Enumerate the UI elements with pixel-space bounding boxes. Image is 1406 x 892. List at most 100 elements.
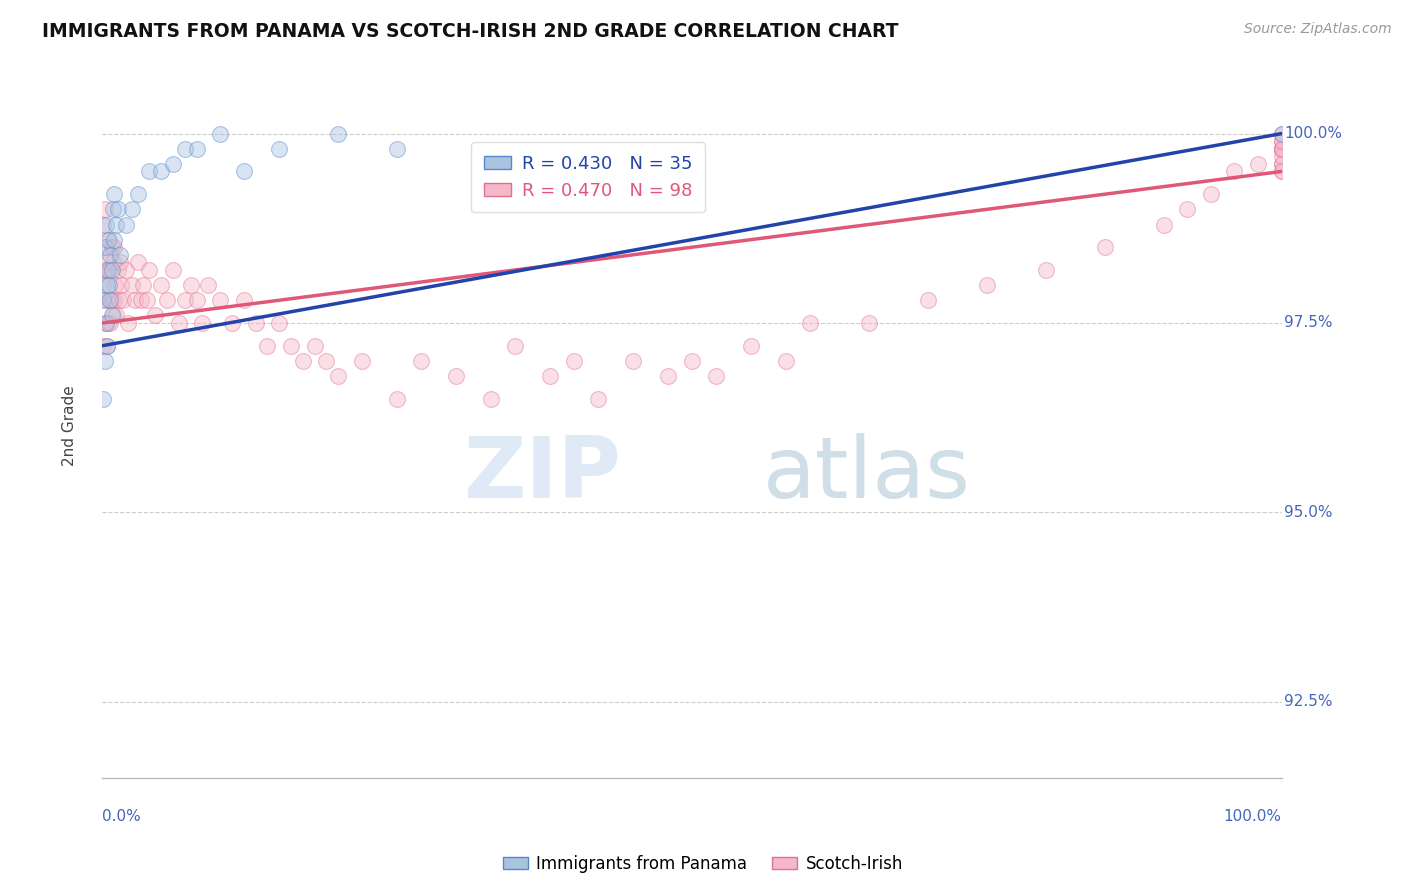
Point: [326, 127, 349, 141]
Point: [117, 316, 139, 330]
Point: [1271, 134, 1294, 148]
Point: [1153, 218, 1175, 232]
Text: atlas: atlas: [762, 434, 970, 516]
Point: [100, 240, 122, 254]
Point: [93, 202, 115, 217]
Point: [101, 255, 124, 269]
Point: [385, 142, 408, 156]
Point: [103, 187, 125, 202]
Point: [103, 293, 125, 308]
Point: [97, 255, 120, 269]
Point: [100, 263, 122, 277]
Point: [98, 278, 121, 293]
Point: [127, 255, 149, 269]
Point: [269, 316, 291, 330]
Point: [138, 164, 160, 178]
Point: [121, 202, 143, 217]
Point: [162, 263, 184, 277]
Point: [136, 293, 159, 308]
Text: 95.0%: 95.0%: [1284, 505, 1333, 520]
Point: [186, 293, 208, 308]
Point: [114, 263, 136, 277]
Point: [100, 248, 122, 262]
Point: [93, 354, 115, 368]
Point: [173, 142, 195, 156]
Point: [917, 293, 939, 308]
Point: [98, 293, 121, 308]
Point: [350, 354, 373, 368]
Point: [444, 369, 467, 384]
Point: [562, 354, 585, 368]
Point: [107, 293, 129, 308]
Point: [96, 278, 118, 293]
Point: [1271, 157, 1294, 171]
Point: [93, 240, 115, 254]
Point: [280, 339, 302, 353]
Point: [114, 218, 136, 232]
Point: [100, 293, 122, 308]
Point: [93, 339, 115, 353]
Point: [156, 293, 179, 308]
Point: [1271, 164, 1294, 178]
Point: [1271, 127, 1294, 141]
Point: [100, 309, 122, 323]
Point: [1035, 263, 1057, 277]
Point: [209, 293, 232, 308]
Point: [1094, 240, 1116, 254]
Point: [100, 293, 122, 308]
Point: [124, 293, 146, 308]
Point: [112, 293, 135, 308]
Point: [101, 202, 124, 217]
Point: [503, 339, 526, 353]
Point: [100, 263, 122, 277]
Point: [105, 309, 128, 323]
Point: [94, 293, 117, 308]
Point: [103, 240, 125, 254]
Point: [1223, 164, 1246, 178]
Point: [98, 233, 121, 247]
Point: [256, 339, 278, 353]
Point: [1271, 157, 1294, 171]
Point: [681, 354, 703, 368]
Point: [191, 316, 214, 330]
Point: [1271, 127, 1294, 141]
Point: [269, 142, 291, 156]
Point: [105, 218, 128, 232]
Point: [121, 278, 143, 293]
Point: [108, 255, 131, 269]
Point: [1271, 164, 1294, 178]
Point: [96, 339, 118, 353]
Point: [101, 309, 124, 323]
Text: 97.5%: 97.5%: [1284, 316, 1333, 331]
Point: [1175, 202, 1198, 217]
Point: [93, 316, 115, 330]
Point: [657, 369, 679, 384]
Point: [173, 293, 195, 308]
Point: [129, 293, 152, 308]
Legend: Immigrants from Panama, Scotch-Irish: Immigrants from Panama, Scotch-Irish: [496, 848, 910, 880]
Point: [775, 354, 797, 368]
Text: 2nd Grade: 2nd Grade: [62, 385, 77, 466]
Point: [1271, 142, 1294, 156]
Point: [150, 278, 173, 293]
Point: [245, 316, 267, 330]
Point: [143, 309, 166, 323]
Point: [232, 164, 254, 178]
Point: [1199, 187, 1222, 202]
Point: [385, 392, 408, 406]
Point: [94, 240, 117, 254]
Text: 92.5%: 92.5%: [1284, 694, 1333, 709]
Point: [304, 339, 326, 353]
Point: [197, 278, 219, 293]
Point: [186, 142, 208, 156]
Text: 100.0%: 100.0%: [1223, 809, 1282, 824]
Point: [167, 316, 190, 330]
Point: [538, 369, 561, 384]
Point: [100, 316, 122, 330]
Point: [93, 392, 115, 406]
Point: [107, 263, 129, 277]
Point: [104, 278, 127, 293]
Text: IMMIGRANTS FROM PANAMA VS SCOTCH-IRISH 2ND GRADE CORRELATION CHART: IMMIGRANTS FROM PANAMA VS SCOTCH-IRISH 2…: [42, 22, 898, 41]
Point: [326, 369, 349, 384]
Point: [93, 293, 115, 308]
